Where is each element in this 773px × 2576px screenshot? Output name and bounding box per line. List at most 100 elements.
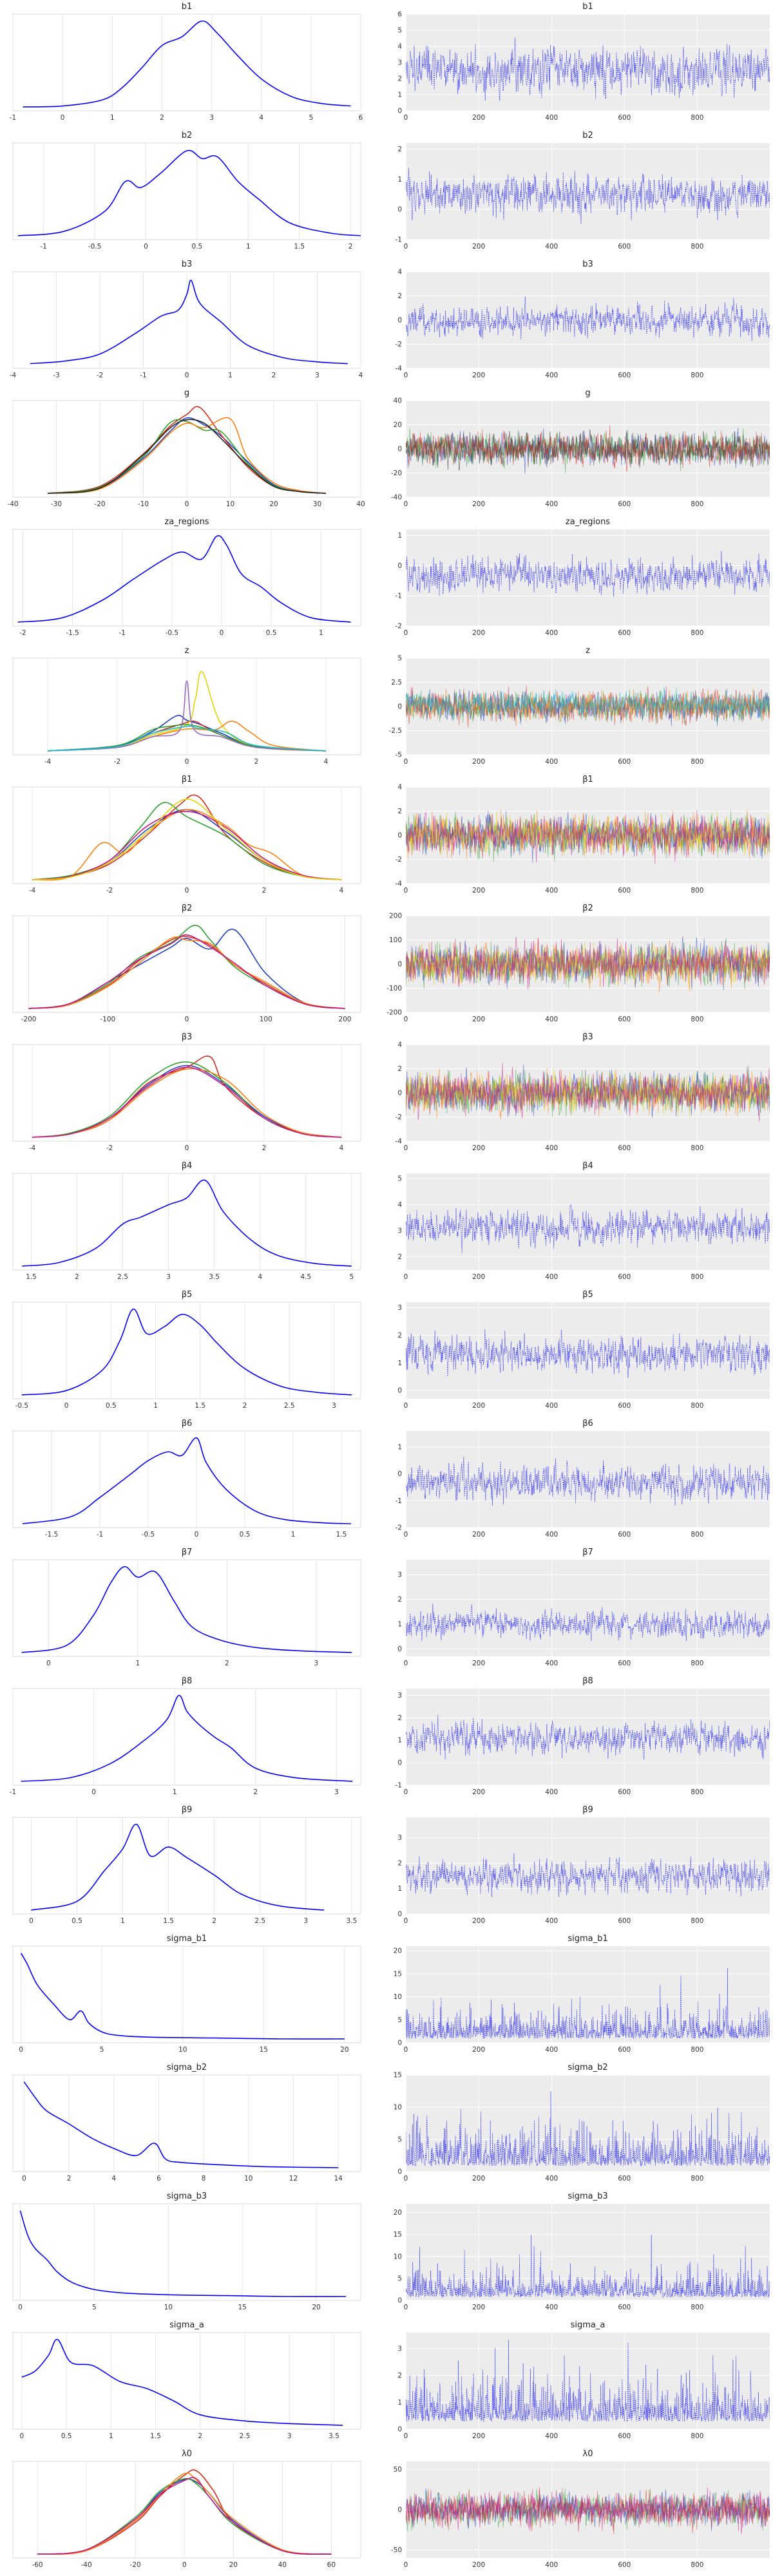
x-tick-label: 0 [404,1016,408,1023]
x-tick-label: 400 [545,1402,558,1410]
y-tick-label: 2 [397,1596,402,1604]
x-tick-label: 5 [100,2046,104,2054]
x-tick-label: 1.5 [163,1917,174,1925]
x-tick-label: 0 [22,2175,26,2183]
x-tick-label: 600 [618,2175,631,2183]
plot-area [12,1173,361,1271]
y-tick-label: -1 [396,592,402,600]
plot-area [406,1431,770,1528]
panel-title: β9 [582,1805,593,1815]
y-tick-label: -20 [391,469,402,477]
x-tick-label: 800 [691,1402,703,1410]
plot-area [406,1946,770,2043]
x-tick-label: 600 [618,1016,631,1023]
x-tick-label: 800 [691,372,703,379]
x-tick-label: 400 [545,758,558,766]
x-tick-label: 200 [472,1917,485,1925]
x-tick-label: 10 [164,2304,173,2311]
x-tick-label: 2 [348,243,353,251]
y-tick-label: 4 [397,1041,402,1049]
x-tick-label: 200 [338,1016,351,1023]
x-tick-label: 200 [472,1016,485,1023]
x-tick-label: 0 [404,2175,408,2183]
x-tick-label: 200 [472,1788,485,1796]
y-tick-label: -2.5 [389,727,403,735]
y-tick-label: 1 [397,1444,402,1452]
x-tick-label: 3 [209,114,214,122]
x-tick-label: 4 [359,372,363,379]
x-tick-label: 400 [545,2432,558,2440]
panel-title: b3 [182,260,193,269]
density-plot-β4: β4 1.5 2 2.5 3 3.5 4 4.5 5 [12,1161,361,1281]
y-tick-label: 4 [397,269,402,276]
x-tick-label: 800 [691,2432,703,2440]
plot-area [406,2204,770,2300]
x-tick-label: 0.5 [266,629,277,637]
x-tick-label: 600 [618,372,631,379]
density-line-b3-0 [30,279,348,365]
panel-title: β3 [182,1032,193,1042]
x-tick-label: 20 [269,500,278,508]
x-tick-label: -2 [114,758,120,766]
plot-area [12,2332,361,2430]
x-tick-label: 12 [289,2175,298,2183]
plot-area [406,1302,770,1399]
y-tick-label: 1 [397,1621,402,1629]
panel-title: β2 [582,904,593,913]
density-line-sigma_b3-0 [19,2210,347,2297]
x-tick-label: 800 [691,1788,703,1796]
x-tick-label: 4 [259,114,263,122]
x-tick-label: -1.5 [45,1531,59,1539]
y-tick-label: 2 [397,2372,402,2380]
plot-area [12,14,361,111]
x-tick-label: 40 [278,2561,287,2569]
panel-title: za_regions [566,517,610,527]
trace-plot-β5: β5 0 200 400 600 800 0 1 2 3 [397,1290,770,1410]
density-plot-β9: β9 0 0.5 1 1.5 2 2.5 3 3.5 [12,1805,361,1925]
trace-plot-z: z 0 200 400 600 800 -5 -2.5 0 2.5 5 [389,646,770,766]
x-tick-label: -3 [53,372,59,379]
y-tick-label: 0 [397,1911,402,1918]
trace-plot-b1: b1 0 200 400 600 800 0 1 2 3 4 5 6 [397,2,770,122]
x-tick-label: 600 [618,1402,631,1410]
y-tick-label: 10 [394,2104,402,2112]
x-tick-label: 600 [618,1788,631,1796]
x-tick-label: -2 [19,629,26,637]
trace-plot-sigma_a: sigma_a 0 200 400 600 800 0 1 2 3 [397,2320,770,2440]
x-tick-label: 0 [18,2304,23,2311]
y-tick-label: -2 [396,856,402,864]
y-tick-label: 0 [397,703,402,711]
x-tick-label: -0.5 [166,629,179,637]
density-plot-β5: β5 -0.5 0 0.5 1 1.5 2 2.5 3 [12,1290,361,1410]
x-tick-label: 200 [472,2432,485,2440]
x-tick-label: 4 [339,887,344,895]
x-tick-label: -1 [97,1531,103,1539]
panel-title: β2 [182,904,193,913]
density-plot-β3: β3 -4 -2 0 2 4 [12,1032,361,1152]
x-tick-label: 4 [111,2175,116,2183]
trace-line-β8-0 [406,1714,770,1760]
x-tick-label: 200 [472,629,485,637]
x-tick-label: -30 [51,500,62,508]
x-tick-label: 3.5 [209,1273,220,1281]
y-tick-label: 100 [389,936,402,944]
x-tick-label: 800 [691,1917,703,1925]
x-tick-label: 2 [272,372,276,379]
density-line-β1-1 [32,794,342,880]
x-tick-label: 10 [178,2046,187,2054]
x-tick-label: 200 [472,1660,485,1667]
y-tick-label: 2 [397,1714,402,1722]
trace-line-β5-0 [406,1329,770,1378]
x-tick-label: 200 [472,2175,485,2183]
x-tick-label: 2.5 [240,2432,251,2440]
x-tick-label: 1.5 [150,2432,161,2440]
panel-title: β5 [582,1290,593,1300]
x-tick-label: 600 [618,2561,631,2569]
y-tick-label: 4 [397,1201,402,1209]
panel-title: sigma_b2 [167,2063,207,2072]
x-tick-label: 400 [545,629,558,637]
x-tick-label: 3 [315,372,320,379]
y-tick-label: -1 [396,236,402,244]
x-tick-label: 2 [262,1144,267,1152]
